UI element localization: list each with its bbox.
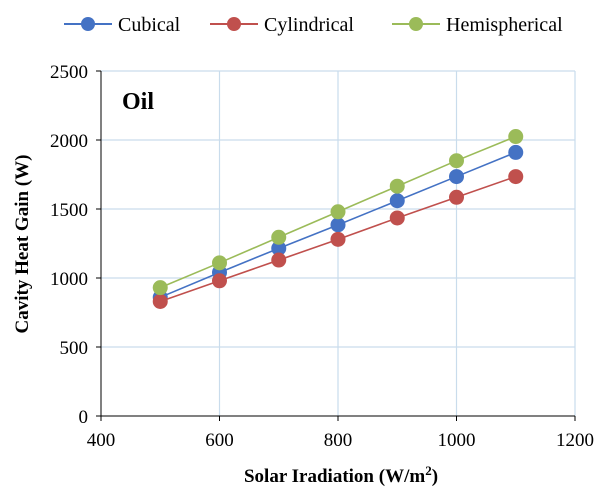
data-point-hemispherical <box>449 153 464 169</box>
legend-item-cylindrical: Cylindrical <box>210 14 354 36</box>
y-axis-title: Cavity Heat Gain (W) <box>12 155 33 334</box>
data-point-cubical <box>271 240 287 256</box>
data-point-hemispherical <box>152 280 168 296</box>
data-point-cylindrical <box>449 189 464 205</box>
x-axis-title-main: Solar Iradiation (W/m <box>244 466 425 487</box>
legend-label-cubical: Cubical <box>118 14 181 36</box>
data-point-hemispherical <box>389 178 405 194</box>
data-point-cylindrical <box>152 293 168 309</box>
y-tick-label: 0 <box>79 407 89 428</box>
data-point-hemispherical <box>330 204 346 220</box>
data-point-cubical <box>449 169 464 185</box>
legend: Cubical Cylindrical Hemispherical <box>64 14 563 36</box>
x-axis-title-end: ) <box>432 466 438 487</box>
data-point-cylindrical <box>271 252 287 268</box>
series-hemispherical <box>152 129 524 296</box>
x-tick-label: 800 <box>324 430 353 451</box>
y-tick-label: 500 <box>60 338 89 359</box>
legend-marker-cubical <box>81 17 95 31</box>
data-point-cylindrical <box>330 231 346 247</box>
legend-item-hemispherical: Hemispherical <box>392 14 563 36</box>
y-tick-label: 2000 <box>50 131 88 152</box>
legend-label-hemispherical: Hemispherical <box>446 14 563 36</box>
data-point-cylindrical <box>508 169 524 185</box>
data-point-cylindrical <box>389 210 405 226</box>
data-point-hemispherical <box>212 255 227 271</box>
data-point-cubical <box>508 144 524 160</box>
y-tick-label: 2500 <box>50 62 88 83</box>
legend-label-cylindrical: Cylindrical <box>264 14 354 36</box>
legend-item-cubical: Cubical <box>64 14 181 36</box>
data-point-hemispherical <box>271 229 287 245</box>
data-point-hemispherical <box>508 129 524 145</box>
chart-annotation: Oil <box>122 89 154 115</box>
y-tick-label: 1500 <box>50 200 88 221</box>
data-point-cubical <box>330 217 346 233</box>
data-point-cylindrical <box>212 273 227 289</box>
y-tick-label: 1000 <box>50 269 88 290</box>
legend-marker-cylindrical <box>227 17 241 31</box>
data-point-cubical <box>389 193 405 209</box>
x-tick-label: 1200 <box>556 430 594 451</box>
axes <box>96 70 576 421</box>
x-tick-label: 1000 <box>438 430 476 451</box>
x-axis-title-superscript: 2 <box>425 463 432 478</box>
x-tick-label: 600 <box>205 430 234 451</box>
tick-labels: 400 600 800 1000 1200 0 500 1000 1500 2000 2500 <box>50 62 594 451</box>
x-tick-label: 400 <box>87 430 116 451</box>
data-series <box>152 129 524 309</box>
legend-marker-hemispherical <box>409 17 423 31</box>
series-cylindrical <box>152 169 524 309</box>
x-axis-title: Solar Iradiation (W/m2) <box>244 463 438 487</box>
